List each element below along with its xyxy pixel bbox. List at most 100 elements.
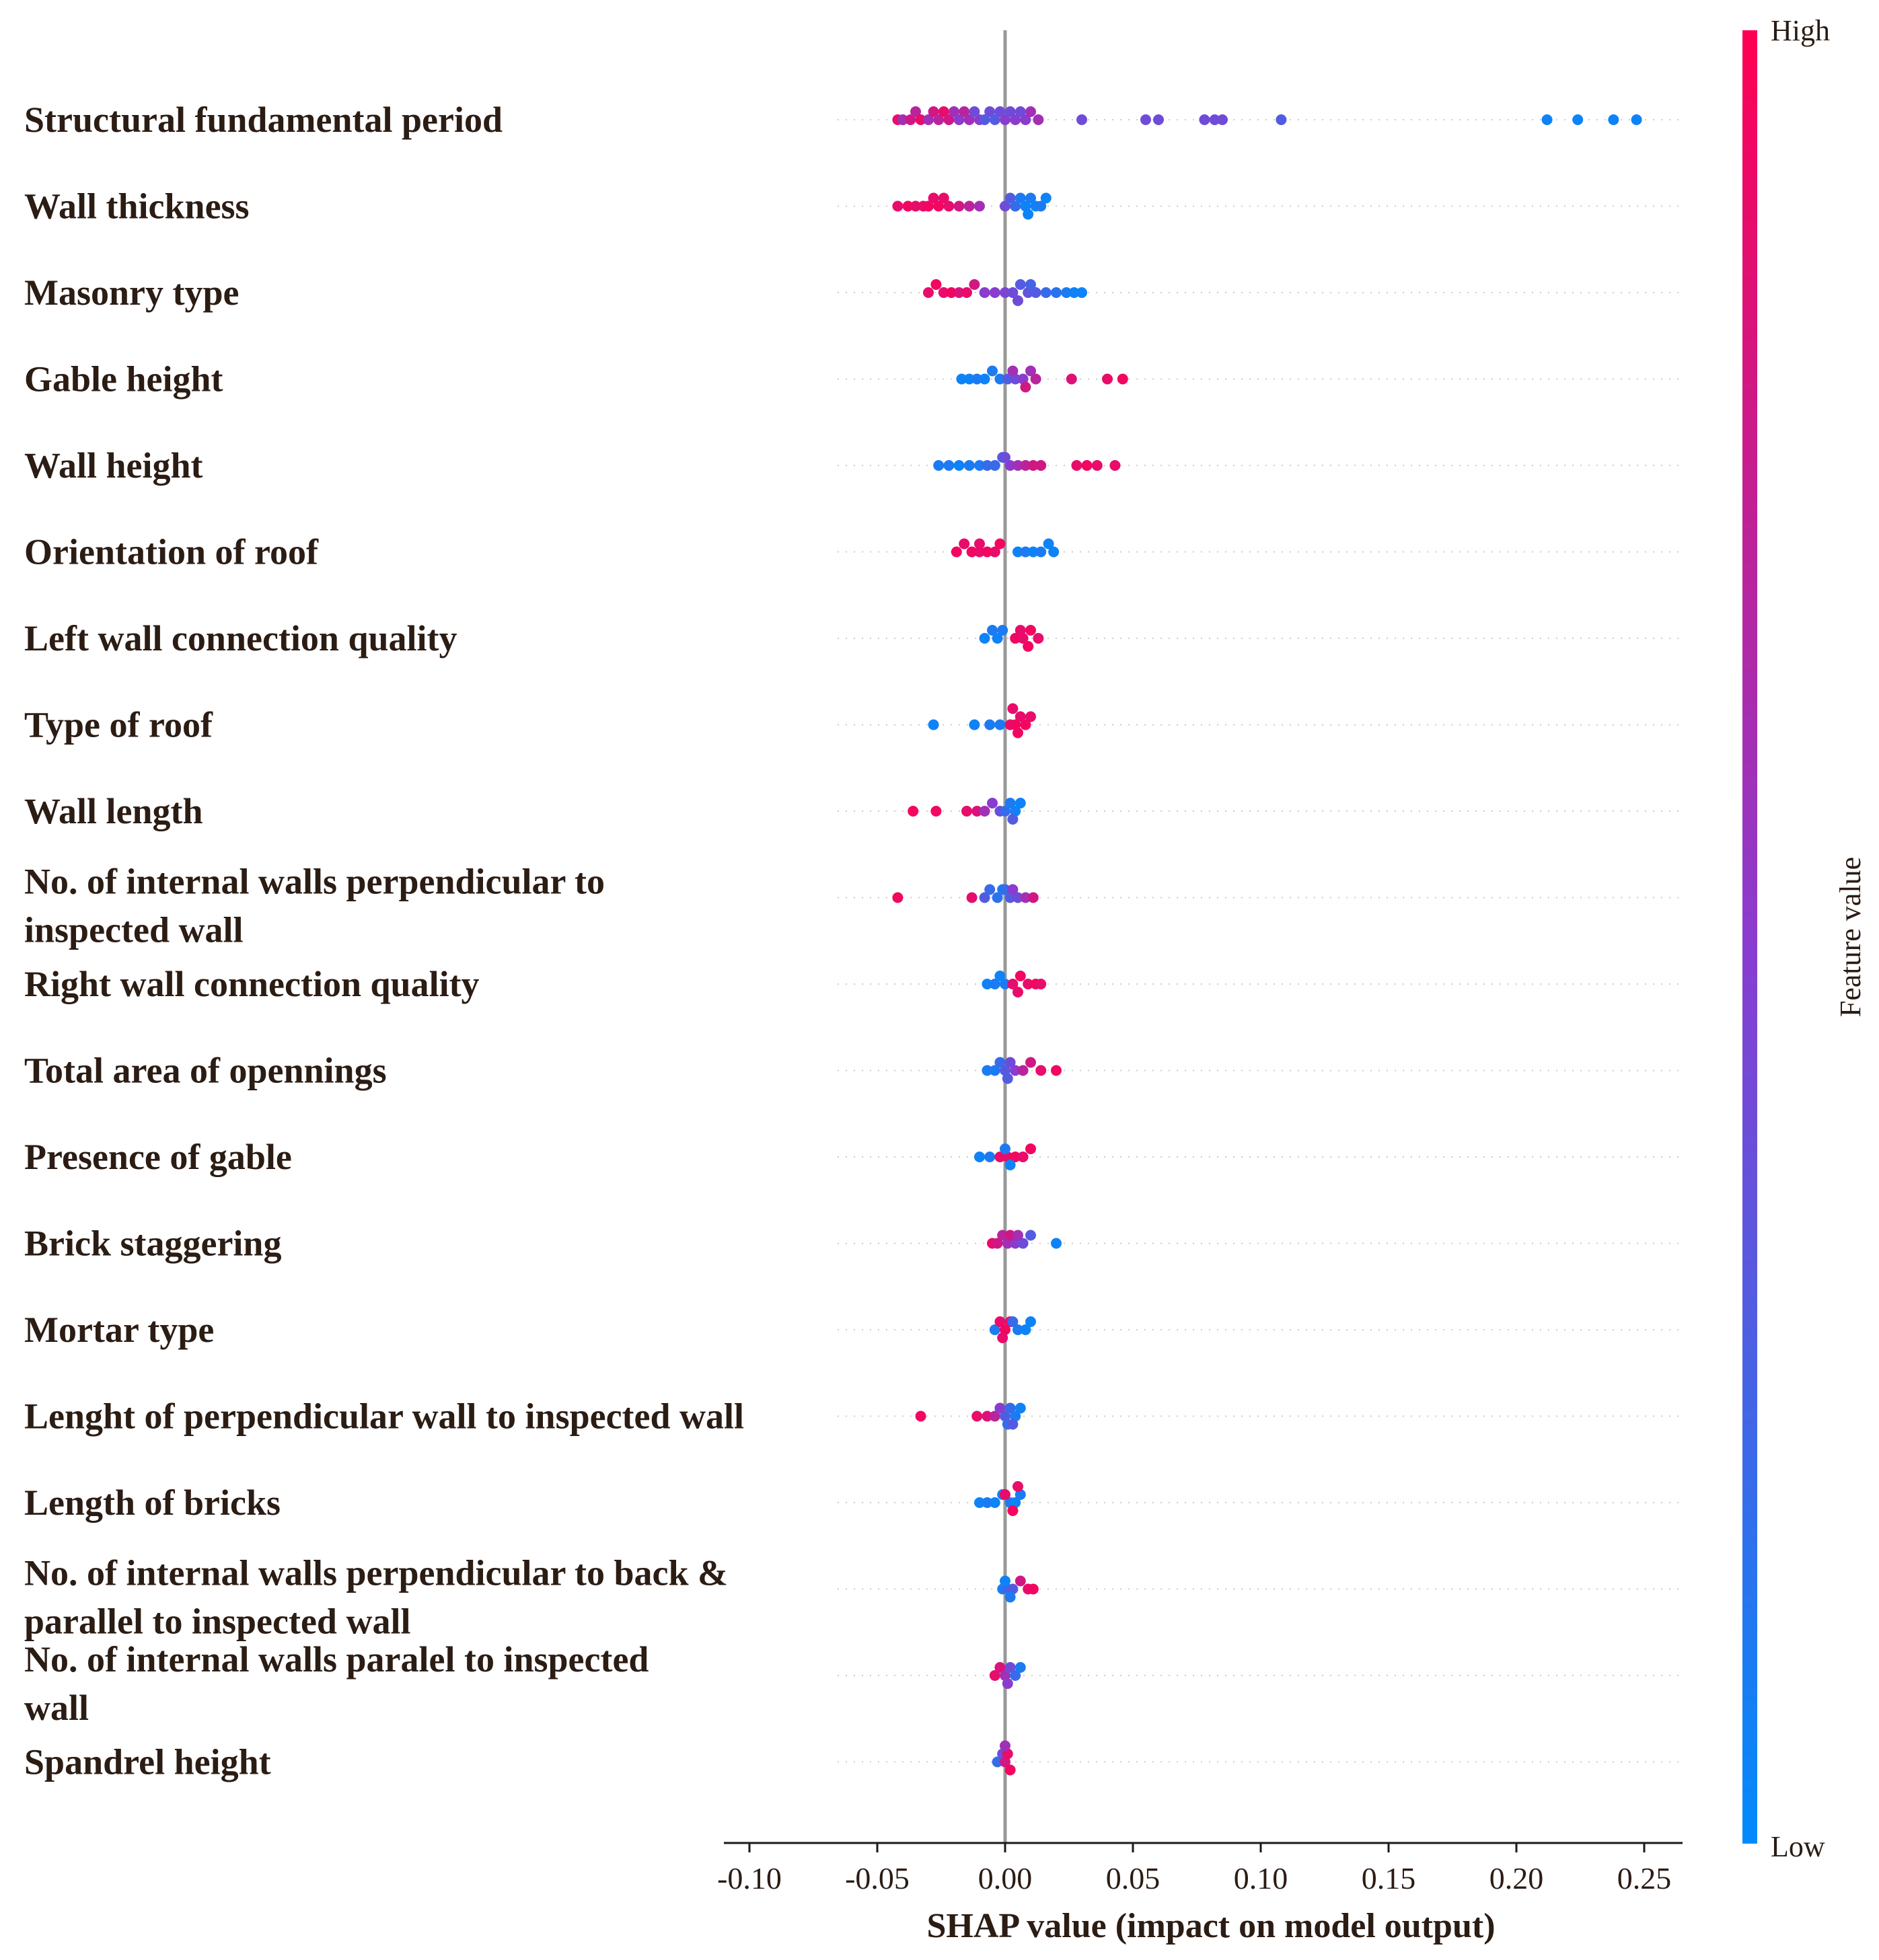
feature-label: Type of roof bbox=[24, 705, 213, 745]
row-guide-lines bbox=[838, 119, 1682, 1763]
data-point bbox=[1010, 1670, 1021, 1681]
data-point bbox=[1015, 106, 1026, 117]
data-point bbox=[969, 719, 980, 730]
data-point bbox=[1102, 373, 1113, 385]
data-point bbox=[1025, 1230, 1036, 1241]
data-point bbox=[933, 114, 945, 125]
data-point bbox=[994, 1316, 1006, 1327]
data-point bbox=[1000, 806, 1010, 817]
feature-label: Orientation of roof bbox=[24, 532, 319, 572]
data-point bbox=[974, 538, 985, 550]
feature-label: No. of internal walls perpendicular to in… bbox=[24, 862, 605, 950]
data-point bbox=[979, 373, 990, 385]
data-point bbox=[997, 1230, 1008, 1241]
data-point bbox=[1012, 987, 1023, 997]
data-point bbox=[1017, 1065, 1029, 1076]
data-point bbox=[1000, 1410, 1010, 1422]
data-point bbox=[956, 373, 967, 385]
feature-label-line: parallel to inspected wall bbox=[24, 1601, 410, 1642]
data-point bbox=[1140, 114, 1151, 125]
data-point bbox=[1000, 1143, 1010, 1154]
feature-label-line: Length of bricks bbox=[24, 1482, 281, 1523]
data-point bbox=[1007, 1316, 1019, 1327]
data-point bbox=[1040, 287, 1052, 298]
data-point bbox=[989, 114, 1000, 125]
data-point bbox=[1004, 1057, 1016, 1068]
x-tick-label: -0.10 bbox=[717, 1861, 782, 1895]
data-point bbox=[1020, 546, 1031, 558]
x-axis-title: SHAP value (impact on model output) bbox=[926, 1907, 1495, 1945]
feature-labels: Structural fundamental period Wall thickn… bbox=[24, 100, 744, 1782]
x-tick-label: -0.05 bbox=[845, 1861, 910, 1895]
data-point bbox=[1631, 114, 1642, 125]
data-point bbox=[1199, 114, 1210, 125]
data-point bbox=[1010, 1497, 1021, 1508]
data-point bbox=[992, 892, 1003, 903]
data-point bbox=[933, 200, 945, 212]
data-point bbox=[1276, 114, 1287, 125]
data-point bbox=[974, 546, 985, 558]
data-point bbox=[963, 373, 975, 385]
data-point bbox=[1020, 381, 1031, 393]
feature-label-line: wall bbox=[24, 1688, 89, 1728]
feature-label: Masonry type bbox=[24, 272, 239, 313]
data-point bbox=[1007, 1419, 1019, 1430]
data-point bbox=[1030, 373, 1041, 385]
data-point bbox=[984, 719, 996, 730]
data-point bbox=[1000, 1575, 1010, 1587]
data-point bbox=[1015, 711, 1026, 722]
data-point bbox=[938, 192, 949, 204]
x-tick-label: 0.25 bbox=[1617, 1861, 1672, 1895]
data-point bbox=[1007, 884, 1019, 895]
data-point bbox=[1023, 287, 1034, 298]
feature-label-line: Wall thickness bbox=[24, 186, 250, 227]
data-point bbox=[987, 798, 998, 808]
data-point bbox=[938, 106, 949, 117]
data-point bbox=[989, 287, 1000, 298]
data-point bbox=[1010, 719, 1021, 730]
data-point bbox=[1033, 114, 1044, 125]
data-point bbox=[1010, 1410, 1021, 1422]
data-point bbox=[969, 106, 980, 117]
data-point bbox=[892, 892, 904, 903]
data-point bbox=[1004, 1160, 1016, 1170]
data-point bbox=[971, 806, 983, 817]
data-point bbox=[1076, 287, 1087, 298]
data-point bbox=[1004, 1662, 1016, 1673]
data-point bbox=[1010, 373, 1021, 385]
data-point bbox=[963, 460, 975, 471]
colorbar-low-label: Low bbox=[1771, 1830, 1825, 1863]
data-point bbox=[994, 971, 1006, 981]
data-point bbox=[1035, 979, 1047, 989]
data-point bbox=[1004, 460, 1016, 471]
data-point bbox=[1020, 200, 1031, 212]
data-point bbox=[1015, 1402, 1026, 1414]
data-point bbox=[994, 106, 1006, 117]
data-point bbox=[1017, 373, 1029, 385]
data-point bbox=[992, 1238, 1003, 1249]
data-point bbox=[984, 884, 996, 895]
data-point bbox=[966, 546, 978, 558]
x-axis: -0.10 -0.05 0.00 0.05 0.10 0.15 0.20 0.25 SHAP … bbox=[717, 1842, 1683, 1945]
data-point bbox=[1000, 1324, 1010, 1335]
data-point bbox=[974, 1497, 985, 1508]
data-point bbox=[1091, 460, 1103, 471]
data-point bbox=[905, 114, 916, 125]
data-point bbox=[1010, 200, 1021, 212]
data-point bbox=[1043, 538, 1054, 550]
data-point bbox=[1002, 1748, 1013, 1760]
data-point bbox=[1007, 365, 1019, 377]
data-point bbox=[902, 200, 914, 212]
data-point bbox=[951, 546, 962, 558]
data-point bbox=[994, 1402, 1006, 1414]
data-point bbox=[979, 633, 990, 644]
data-point bbox=[1015, 625, 1026, 636]
data-point bbox=[1007, 1505, 1019, 1516]
data-point bbox=[989, 546, 1000, 558]
feature-label: Wall height bbox=[24, 445, 203, 486]
feature-label-line: Total area of opennings bbox=[24, 1051, 387, 1091]
data-point bbox=[1023, 209, 1034, 220]
data-point bbox=[1004, 1230, 1016, 1241]
data-point bbox=[1023, 641, 1034, 652]
